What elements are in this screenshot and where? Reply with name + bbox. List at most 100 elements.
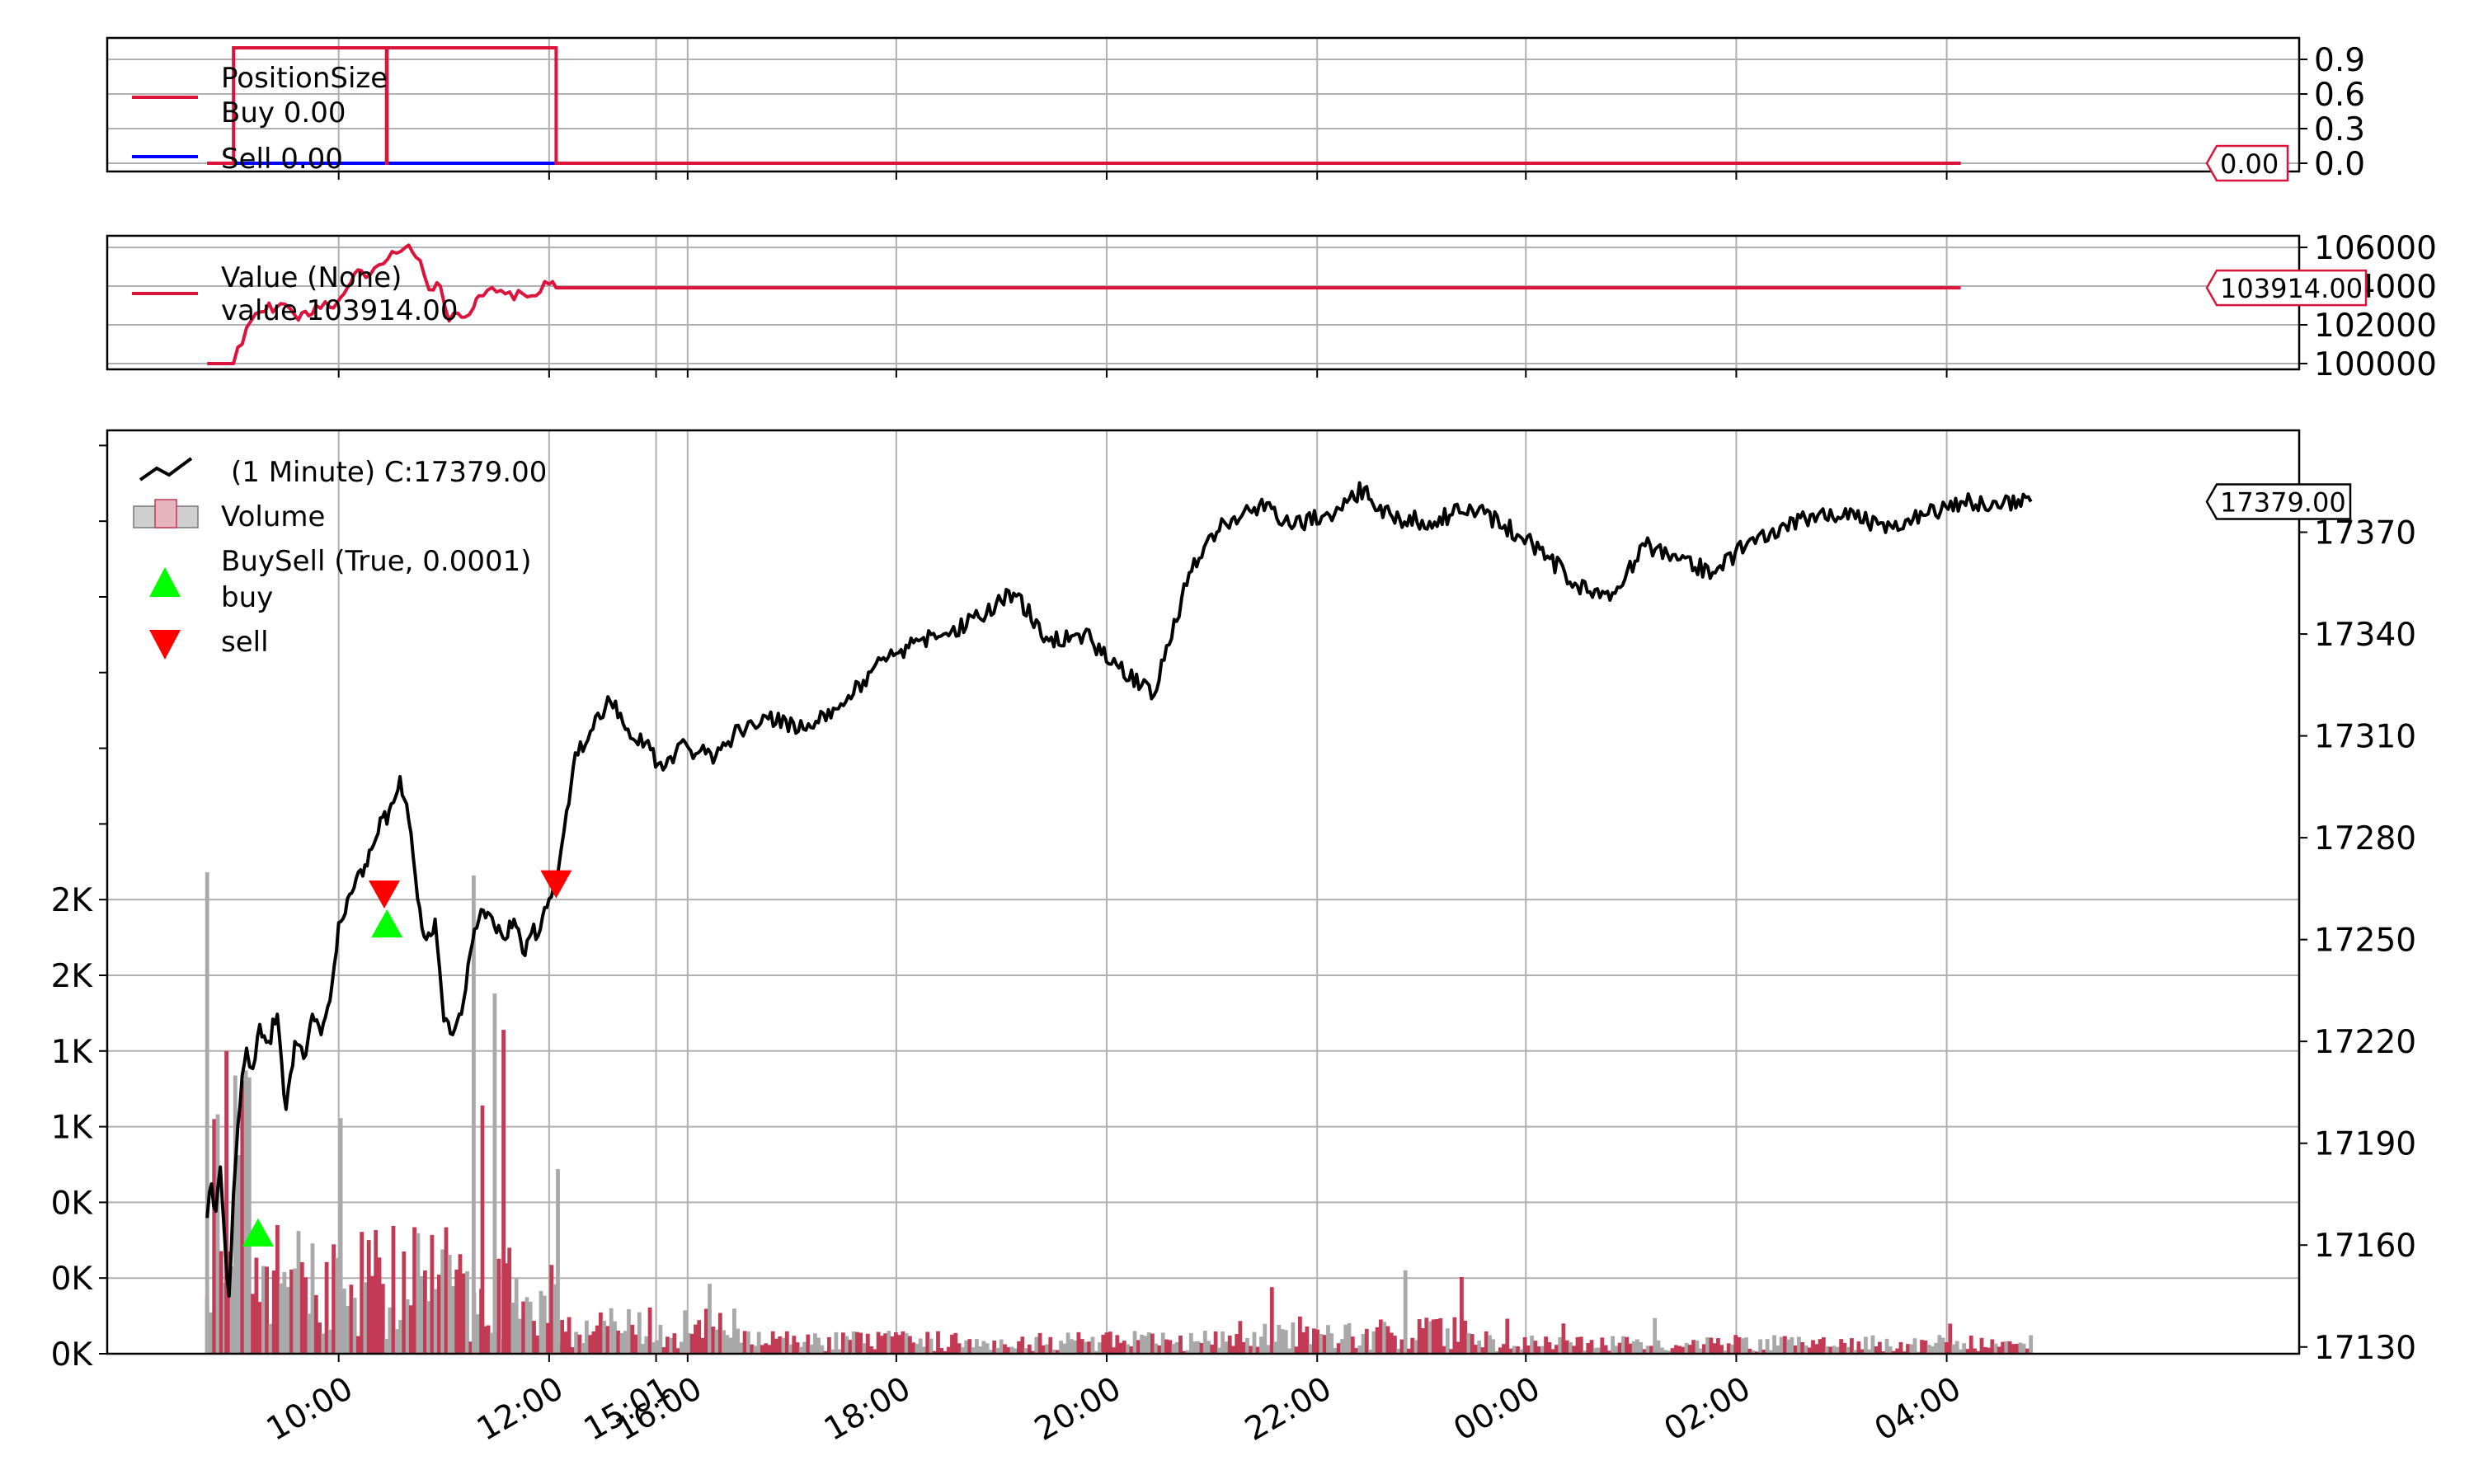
price-close-line: [205, 481, 2033, 1298]
volume-bar: [275, 1224, 280, 1354]
volume-bar: [1470, 1334, 1475, 1354]
volume-bar: [813, 1333, 817, 1354]
volume-bar: [989, 1350, 993, 1354]
volume-bar: [1561, 1323, 1566, 1354]
volume-bar: [774, 1338, 778, 1354]
volume-bar: [380, 1284, 385, 1354]
volume-bar: [1051, 1350, 1056, 1354]
volume-bar: [209, 1312, 213, 1354]
volume-bar: [1245, 1338, 1249, 1354]
volume-bar: [1600, 1337, 1605, 1354]
volume-bar: [908, 1336, 912, 1354]
volume-bar: [303, 1277, 308, 1354]
volume-bar: [1575, 1336, 1580, 1354]
volume-bar: [1659, 1347, 1664, 1354]
volume-bar: [1413, 1340, 1418, 1354]
volume-bar: [1691, 1340, 1696, 1354]
volume-bar: [623, 1331, 628, 1354]
volume-bar: [1860, 1349, 1865, 1354]
volume-bar: [703, 1308, 708, 1354]
value-panel-ytick-label-3: 106000: [2314, 230, 2437, 267]
volume-bar: [1881, 1351, 1886, 1354]
volume-bar: [2029, 1335, 2034, 1354]
volume-bar: [627, 1308, 631, 1354]
volume-bar: [1294, 1346, 1299, 1354]
volume-bar: [1965, 1349, 1970, 1354]
volume-bar: [282, 1272, 287, 1354]
position-last-value-tag: 0.00: [2220, 148, 2279, 180]
volume-bar: [887, 1331, 891, 1354]
volume-bar: [946, 1346, 951, 1354]
volume-bar: [1912, 1338, 1917, 1354]
volume-bar: [1185, 1350, 1190, 1354]
volume-bar: [1340, 1339, 1344, 1354]
volume-bar: [1347, 1323, 1352, 1354]
volume-bar: [1079, 1339, 1084, 1354]
volume-bar: [1132, 1331, 1137, 1354]
volume-bar: [1336, 1343, 1341, 1354]
volume-bar: [1990, 1339, 1995, 1354]
volume-bar: [2001, 1341, 2005, 1354]
volume-bar: [1842, 1343, 1847, 1354]
volume-bar: [1480, 1347, 1485, 1354]
volume-bar: [1656, 1340, 1661, 1354]
volume-bar: [1452, 1317, 1457, 1354]
volume-bar: [388, 1307, 393, 1354]
volume-bar: [1550, 1349, 1555, 1354]
x-tick-label-7: 00:00: [1447, 1370, 1546, 1449]
volume-bar: [458, 1254, 463, 1354]
volume-bar: [1231, 1345, 1235, 1354]
volume-bar: [1747, 1349, 1752, 1354]
volume-bar: [1182, 1350, 1187, 1354]
volume-bar: [647, 1308, 652, 1354]
volume-ytick-label-0: 0K: [51, 1336, 94, 1374]
volume-bar: [1445, 1328, 1450, 1354]
volume-bar: [985, 1343, 990, 1354]
volume-bar: [1146, 1332, 1151, 1354]
volume-bar: [1540, 1345, 1545, 1354]
volume-bar: [1635, 1339, 1639, 1354]
volume-bar: [1122, 1341, 1126, 1354]
volume-bar: [992, 1341, 997, 1354]
volume-bar: [1698, 1348, 1703, 1354]
volume-bar: [437, 1275, 441, 1354]
volume-bar: [1962, 1343, 1967, 1354]
x-tick-label-8: 02:00: [1658, 1370, 1757, 1449]
volume-bar: [883, 1333, 887, 1354]
volume-bar: [1217, 1347, 1221, 1354]
volume-bar: [577, 1334, 582, 1354]
volume-bar: [1023, 1348, 1028, 1354]
volume-bar: [798, 1346, 803, 1354]
volume-bar: [1554, 1345, 1559, 1354]
volume-bar: [243, 1070, 248, 1354]
volume-bar: [1793, 1345, 1798, 1354]
volume-bar: [251, 1294, 255, 1354]
volume-bar: [1814, 1344, 1819, 1354]
volume-bar: [675, 1348, 680, 1354]
volume-bar: [901, 1331, 905, 1354]
volume-bar: [1382, 1322, 1386, 1354]
volume-bar: [1516, 1346, 1520, 1354]
volume-bar: [806, 1334, 811, 1354]
volume-bar: [1512, 1345, 1517, 1354]
volume-bar: [725, 1335, 730, 1354]
volume-bar: [440, 1249, 445, 1354]
volume-bar: [872, 1349, 877, 1354]
volume-bar: [1224, 1341, 1229, 1354]
volume-bar: [1821, 1337, 1826, 1354]
volume-bar: [570, 1347, 575, 1354]
volume-bar: [384, 1339, 388, 1354]
volume-bar: [1389, 1332, 1394, 1354]
volume-bar: [661, 1347, 666, 1354]
volume-bar: [1196, 1341, 1201, 1354]
volume-bar: [1945, 1342, 1949, 1354]
volume-bar: [756, 1331, 761, 1354]
volume-bar: [1488, 1335, 1492, 1354]
volume-bar: [1126, 1344, 1130, 1354]
volume-bar: [1206, 1341, 1211, 1354]
price-ytick-label-8: 17370: [2314, 515, 2416, 552]
volume-bar: [1020, 1336, 1025, 1354]
volume-bar: [289, 1269, 294, 1354]
volume-bar: [732, 1308, 736, 1354]
